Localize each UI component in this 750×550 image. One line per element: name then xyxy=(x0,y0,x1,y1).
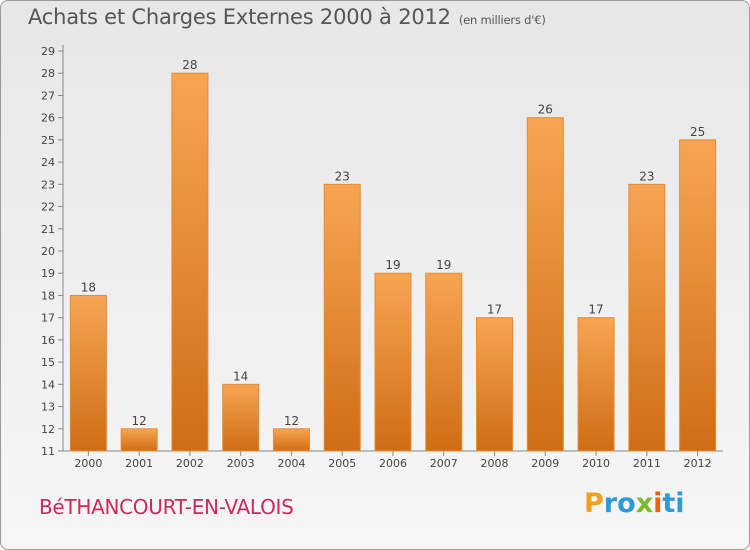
logo-letter: i xyxy=(675,488,685,519)
city-name: BéTHANCOURT-EN-VALOIS xyxy=(39,495,294,519)
x-tick-label: 2003 xyxy=(227,457,255,470)
y-tick-label: 11 xyxy=(41,445,55,458)
bar-value-label: 28 xyxy=(182,58,197,72)
bar-2001 xyxy=(120,428,158,452)
y-tick-label: 29 xyxy=(41,45,55,58)
y-tick-label: 23 xyxy=(41,178,55,191)
bar-value-label: 14 xyxy=(233,369,248,383)
chart-labels: 18 2000 12 2001 28 2002 14 2003 12 2004 23 2005 19 20… xyxy=(74,58,711,470)
x-tick-label: 2002 xyxy=(176,457,204,470)
y-tick-label: 22 xyxy=(41,201,55,214)
bar-2002 xyxy=(171,72,209,452)
bar-2007 xyxy=(425,272,463,452)
x-tick-label: 2009 xyxy=(531,457,559,470)
y-tick-label: 13 xyxy=(41,401,55,414)
logo-letter: t xyxy=(662,488,676,519)
x-tick-label: 2007 xyxy=(430,457,458,470)
bar-2006 xyxy=(374,272,412,452)
y-tick-label: 21 xyxy=(41,223,55,236)
y-tick-label: 14 xyxy=(41,378,55,391)
bar-2003 xyxy=(222,383,260,452)
y-tick-label: 26 xyxy=(41,112,55,125)
logo-letter: o xyxy=(617,488,636,519)
y-tick-label: 12 xyxy=(41,423,55,436)
y-tick-label: 15 xyxy=(41,356,55,369)
y-tick-label: 24 xyxy=(41,156,55,169)
chart-title: Achats et Charges Externes 2000 à 2012 (e… xyxy=(28,5,546,29)
chart-title-text: Achats et Charges Externes 2000 à 2012 xyxy=(28,5,451,29)
x-tick-label: 2011 xyxy=(633,457,661,470)
bar-2008 xyxy=(476,317,514,452)
logo-letter: x xyxy=(635,488,654,519)
x-tick-label: 2010 xyxy=(582,457,610,470)
bar-2005 xyxy=(323,183,361,452)
x-tick-label: 2006 xyxy=(379,457,407,470)
bar-value-label: 12 xyxy=(132,414,147,428)
proxiti-logo: Proxiti xyxy=(584,488,685,519)
chart-bars xyxy=(69,72,717,452)
bar-value-label: 18 xyxy=(81,280,96,294)
logo-letter: r xyxy=(603,488,618,519)
y-tick-label: 28 xyxy=(41,67,55,80)
logo-letter: P xyxy=(584,488,604,519)
bar-value-label: 25 xyxy=(690,125,705,139)
y-tick-label: 27 xyxy=(41,89,55,102)
bar-2000 xyxy=(69,294,107,452)
bar-2009 xyxy=(526,117,564,452)
bar-value-label: 19 xyxy=(385,258,400,272)
y-tick-label: 18 xyxy=(41,289,55,302)
bar-2011 xyxy=(628,183,666,452)
chart-axes: 11 12 13 14 15 16 17 18 19 20 21 22 23 24 25 26 27 28 29 xyxy=(41,45,723,458)
bar-value-label: 17 xyxy=(588,303,603,317)
x-tick-label: 2000 xyxy=(74,457,102,470)
y-tick-label: 16 xyxy=(41,334,55,347)
bar-value-label: 12 xyxy=(284,414,299,428)
bar-2012 xyxy=(679,139,717,452)
y-tick-label: 17 xyxy=(41,312,55,325)
bar-2004 xyxy=(272,428,310,452)
y-tick-label: 19 xyxy=(41,267,55,280)
bar-value-label: 23 xyxy=(335,169,350,183)
x-tick-label: 2005 xyxy=(328,457,356,470)
x-tick-label: 2012 xyxy=(684,457,712,470)
x-tick-label: 2001 xyxy=(125,457,153,470)
x-tick-label: 2008 xyxy=(481,457,509,470)
bar-value-label: 19 xyxy=(436,258,451,272)
x-tick-label: 2004 xyxy=(277,457,305,470)
y-tick-label: 25 xyxy=(41,134,55,147)
chart-subtitle: (en milliers d'€) xyxy=(458,13,546,27)
bar-2010 xyxy=(577,317,615,452)
logo-letter: i xyxy=(653,488,663,519)
bar-value-label: 17 xyxy=(487,303,502,317)
bar-value-label: 23 xyxy=(639,169,654,183)
bar-value-label: 26 xyxy=(538,103,553,117)
y-tick-label: 20 xyxy=(41,245,55,258)
